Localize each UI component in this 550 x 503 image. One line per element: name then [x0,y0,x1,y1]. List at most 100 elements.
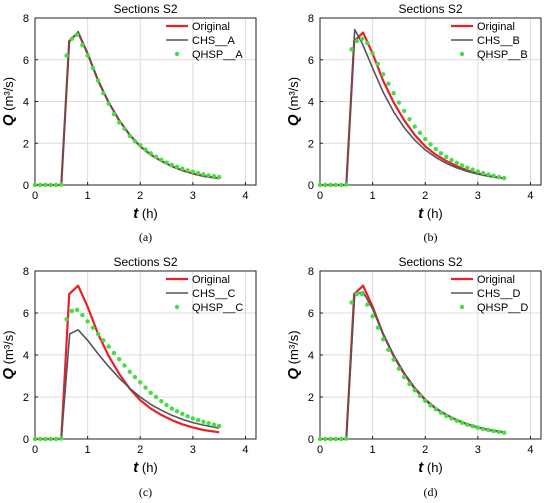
data-point-QHSP__C [122,363,127,368]
legend-label: Original [192,21,230,33]
data-point-QHSP__B [491,173,496,179]
data-point-QHSP__D [501,430,507,435]
x-tick-label: 4 [242,444,248,456]
data-point-QHSP__D [317,436,323,442]
data-point-QHSP__B [396,100,402,105]
data-point-QHSP__B [486,172,491,177]
data-point-QHSP__C [111,350,117,356]
y-tick-label: 4 [23,97,29,109]
data-point-QHSP__D [380,337,386,342]
data-point-QHSP__D [444,413,449,419]
data-point-QHSP__A [74,32,80,37]
x-tick-label: 2 [422,190,428,202]
data-point-QHSP__D [417,393,423,399]
data-point-QHSP__D [344,436,349,441]
data-point-QHSP__B [386,81,391,86]
data-point-QHSP__A [153,154,159,160]
data-point-QHSP__D [328,436,333,442]
legend-label: CHS__D [477,288,520,300]
legend-label: QHSP__A [192,49,243,61]
data-point-QHSP__B [454,160,460,166]
data-point-QHSP__C [216,423,222,429]
data-point-QHSP__D [323,436,328,442]
data-point-QHSP__D [449,416,454,421]
data-point-QHSP__B [475,169,481,174]
x-axis-label: t (h) [418,459,443,476]
data-point-QHSP__B [438,151,444,156]
data-point-QHSP__C [206,421,211,426]
chart-panel-4: 0 1 2 3 4 0 2 4 6 8 Sections S2 t (h) Q (m³/s) Origin… [285,255,542,499]
data-point-QHSP__A [32,182,38,188]
legend-label: QHSP__D [477,302,528,314]
data-point-QHSP__D [491,428,496,434]
data-point-QHSP__D [386,347,391,352]
x-tick-label: 0 [317,444,323,456]
data-point-QHSP__D [338,436,344,442]
series-line-CHS__C [35,329,220,440]
data-point-QHSP__B [333,182,338,188]
x-tick-label: 4 [527,190,533,202]
chart-title: Sections S2 [113,255,177,269]
data-point-QHSP__C [95,331,101,337]
data-point-QHSP__B [349,47,354,52]
x-tick-label: 4 [527,444,533,456]
data-point-QHSP__A [164,160,169,165]
data-point-QHSP__D [407,381,412,387]
data-point-QHSP__A [43,182,48,188]
y-tick-label: 2 [308,138,314,150]
data-point-QHSP__A [159,157,164,163]
data-point-QHSP__D [423,398,428,403]
panel-caption: (d) [424,485,438,499]
panel-caption: (a) [139,230,152,244]
data-point-QHSP__A [206,173,211,178]
data-point-QHSP__B [407,117,412,122]
data-point-QHSP__B [465,165,470,170]
data-point-QHSP__A [53,182,59,188]
series-line-CHS__B [320,28,505,186]
data-point-QHSP__A [80,42,85,48]
legend-label: Original [477,21,515,33]
series-line-CHS__D [320,291,505,440]
data-point-QHSP__A [95,78,101,83]
x-axis-label: t (h) [418,205,443,222]
chart-panel-2: 0 1 2 3 4 0 2 4 6 8 Sections S2 t (h) Q (m³/s) Origin… [285,2,542,244]
data-point-QHSP__C [159,399,164,404]
data-point-QHSP__A [216,174,222,180]
data-point-QHSP__A [111,111,117,117]
data-point-QHSP__A [106,101,111,106]
data-point-QHSP__D [486,427,491,433]
y-tick-label: 8 [308,266,314,278]
data-point-QHSP__A [122,126,127,131]
data-point-QHSP__C [69,308,75,314]
chart-title: Sections S2 [398,255,462,269]
data-point-QHSP__D [333,436,338,442]
y-axis-label: Q (m³/s) [0,77,17,126]
data-point-QHSP__D [365,302,370,307]
data-point-QHSP__B [423,136,428,142]
data-point-QHSP__B [375,61,381,67]
y-tick-label: 0 [308,180,314,192]
data-point-QHSP__D [459,420,465,426]
x-tick-label: 1 [85,444,91,456]
data-point-QHSP__C [116,357,122,362]
data-point-QHSP__B [496,174,502,180]
data-point-QHSP__C [138,380,143,385]
data-point-QHSP__B [380,72,386,77]
data-point-QHSP__B [344,182,349,187]
data-point-QHSP__B [365,40,370,46]
data-point-QHSP__C [190,416,196,421]
data-point-QHSP__A [116,120,122,125]
chart-panel-1: 0 1 2 3 4 0 2 4 6 8 Sections S2 t (h) Q (m³/s) Origin… [0,2,257,244]
x-tick-label: 1 [370,444,376,456]
x-axis-label: t (h) [133,459,158,476]
data-point-QHSP__B [323,182,328,188]
data-point-QHSP__D [454,418,460,423]
data-point-QHSP__D [412,388,417,393]
data-point-QHSP__B [338,182,344,188]
chart-title: Sections S2 [113,2,177,16]
y-tick-label: 2 [23,138,29,150]
chart-title: Sections S2 [398,2,462,16]
data-point-QHSP__A [143,147,148,152]
data-point-QHSP__A [85,53,90,58]
data-point-QHSP__D [401,374,407,380]
